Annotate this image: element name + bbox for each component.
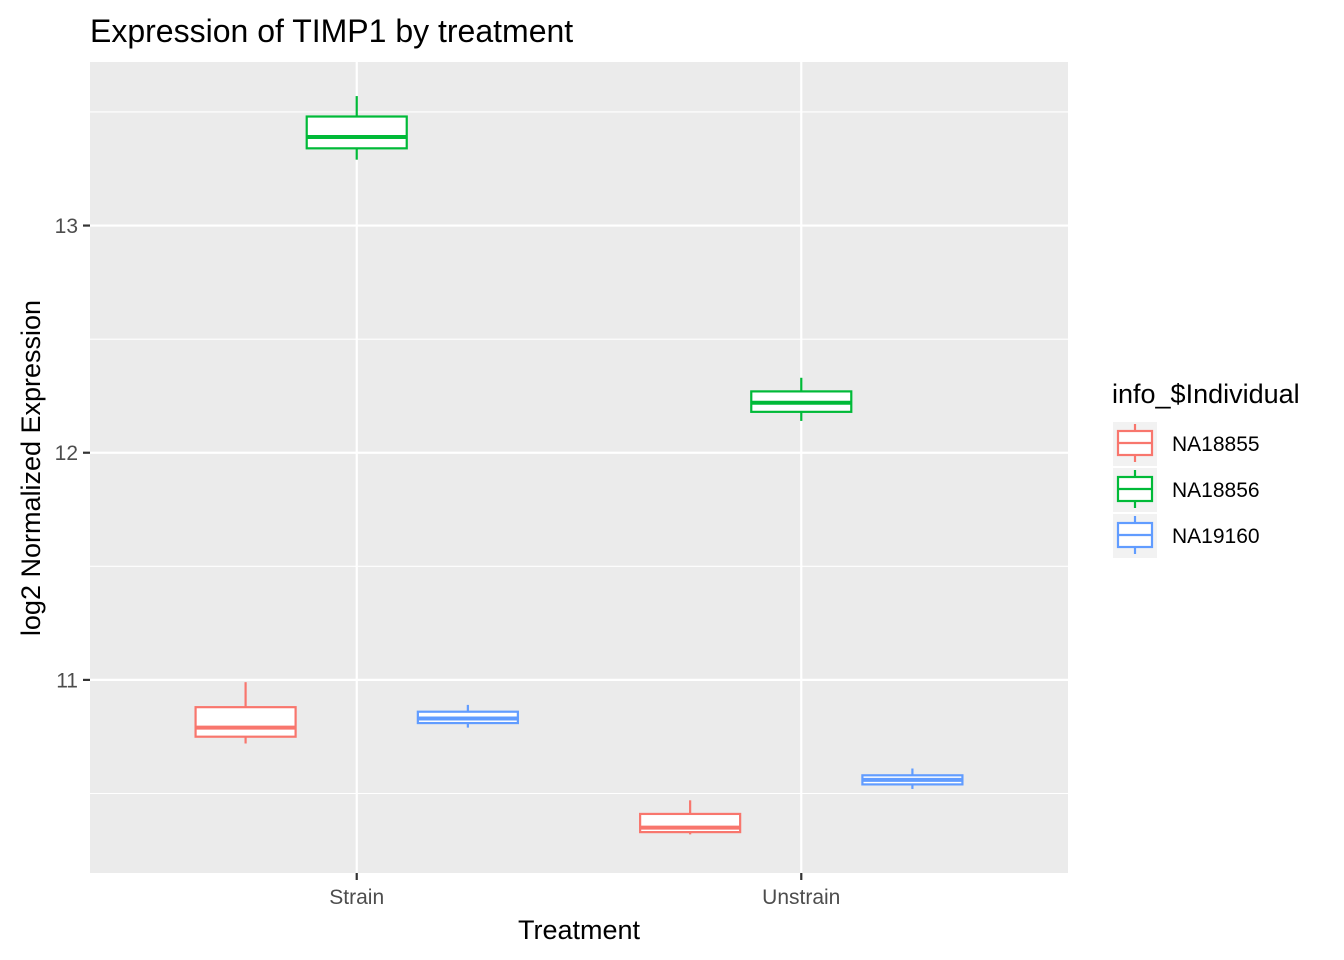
legend-label: NA18855 [1172, 433, 1260, 456]
y-tick-label: 11 [56, 669, 78, 692]
x-axis: Strain Unstrain [329, 873, 840, 909]
y-axis: 11 12 13 [55, 215, 90, 692]
box-NA19160-Unstrain [861, 768, 964, 789]
major-gridlines [90, 62, 1068, 873]
y-tick-label: 13 [55, 215, 78, 238]
chart-title: Expression of TIMP1 by treatment [90, 13, 573, 49]
box-NA18856-Strain [305, 96, 408, 160]
legend-item-NA19160: NA19160 [1113, 514, 1260, 558]
legend-item-NA18856: NA18856 [1113, 468, 1260, 512]
iqr-box [305, 115, 408, 150]
box-NA18856-Unstrain [750, 377, 853, 421]
legend-label: NA18856 [1172, 479, 1260, 502]
x-tick-label: Strain [329, 886, 384, 909]
legend-title: info_$Individual [1112, 379, 1300, 409]
plot-panel [90, 62, 1068, 873]
box-NA19160-Strain [416, 704, 519, 728]
iqr-box [194, 706, 297, 738]
box-NA18855-Unstrain [639, 800, 742, 835]
box-series [194, 96, 964, 835]
legend-label: NA19160 [1172, 525, 1260, 548]
minor-gridlines [90, 111, 1068, 795]
legend-item-NA18855: NA18855 [1113, 422, 1260, 466]
x-axis-title: Treatment [518, 915, 641, 945]
x-tick-label: Unstrain [762, 886, 840, 909]
y-tick-label: 12 [55, 442, 78, 465]
legend: info_$Individual NA18855 NA18856 NA19160 [1112, 379, 1300, 558]
y-axis-title: log2 Normalized Expression [16, 300, 46, 636]
box-NA18855-Strain [194, 682, 297, 744]
